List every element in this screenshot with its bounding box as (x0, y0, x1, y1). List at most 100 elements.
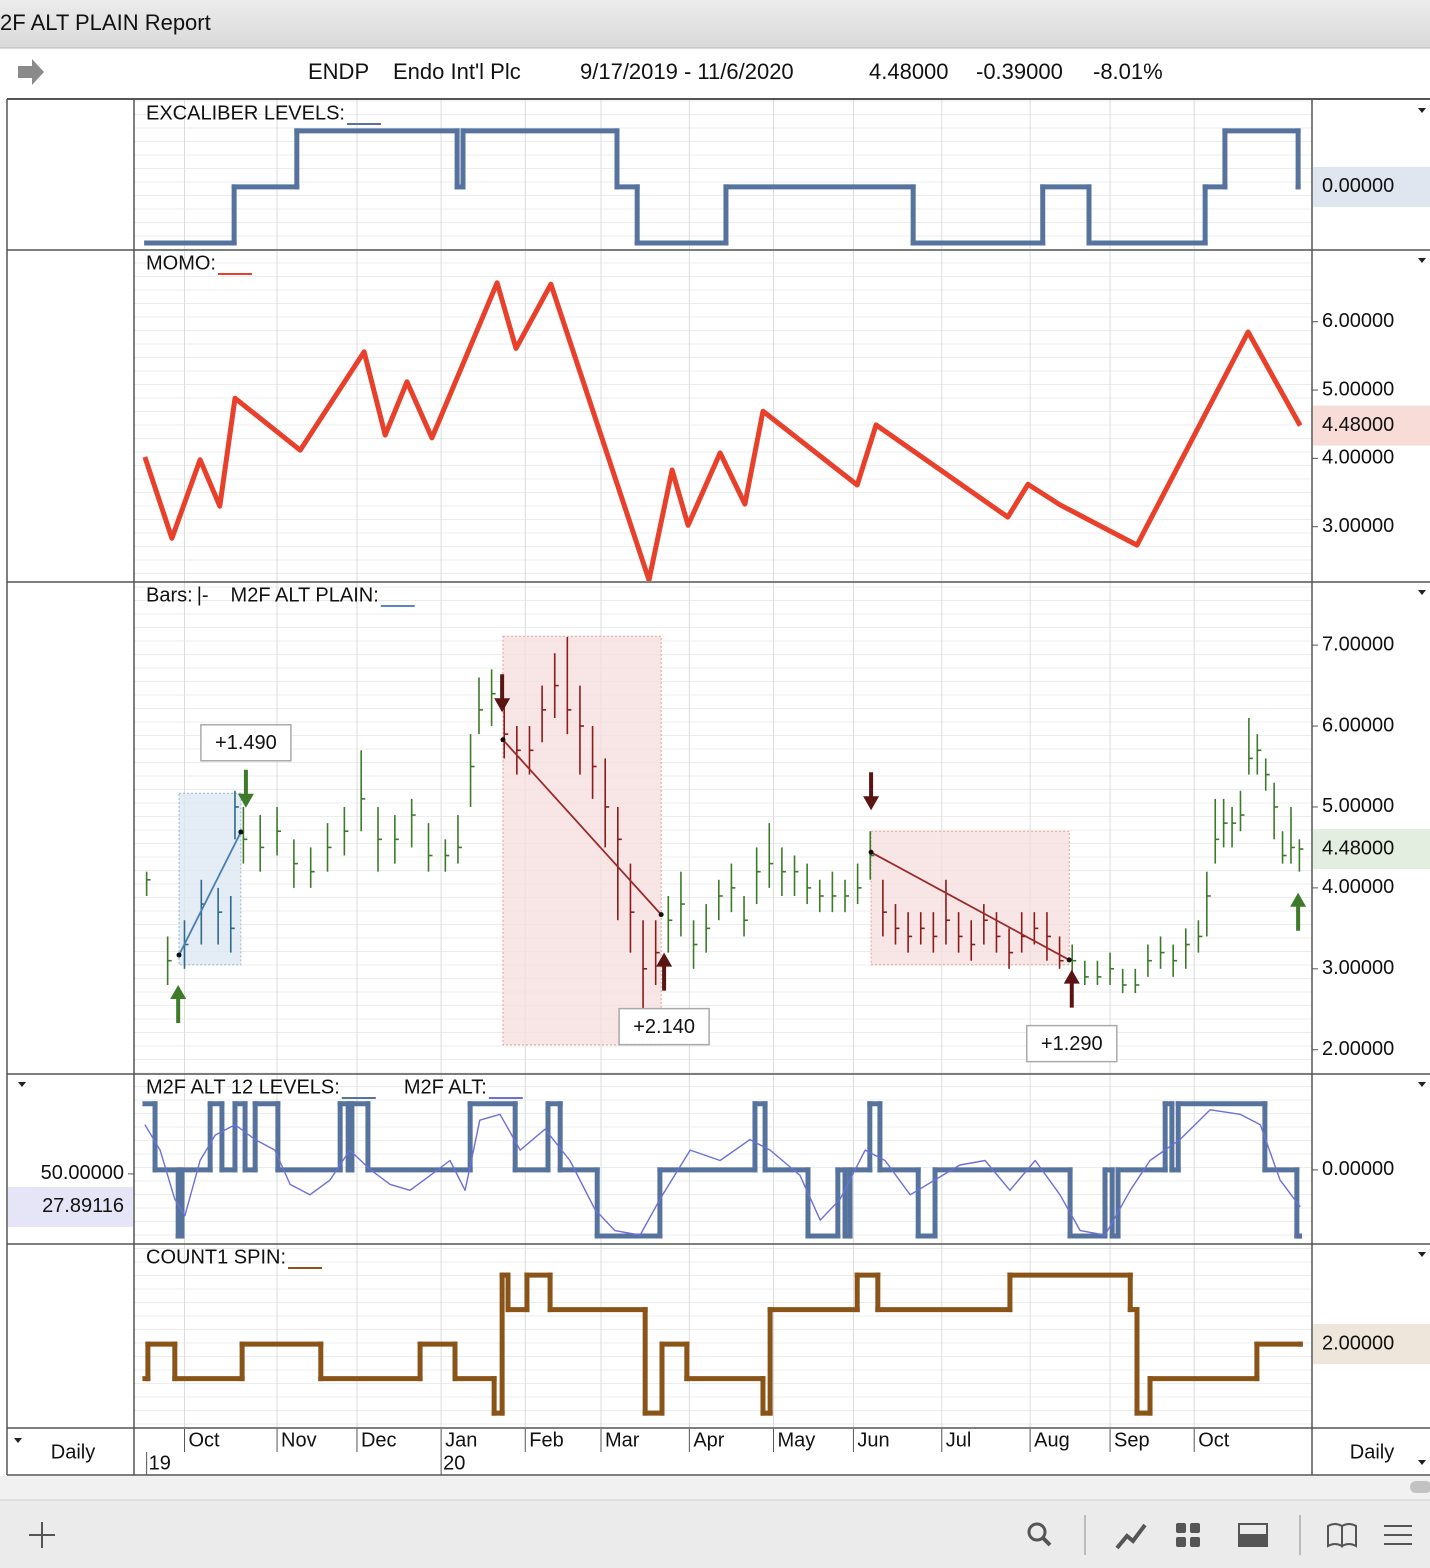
legend-symbol: |- (197, 584, 209, 606)
legend-label: EXCALIBER LEVELS: (146, 102, 345, 124)
trade-box (178, 792, 242, 966)
legend-label: MOMO: (146, 252, 216, 274)
period-left[interactable]: Daily (51, 1441, 95, 1463)
period-right[interactable]: Daily (1350, 1441, 1394, 1463)
grid-layer (183, 100, 1195, 1428)
price-change: -0.39000 (976, 59, 1063, 84)
symbol: ENDP (308, 59, 369, 84)
add-button[interactable] (29, 1522, 55, 1548)
header-row (0, 49, 1430, 98)
last-value-label: 4.48000 (1322, 837, 1394, 859)
y-tick-label: 6.00000 (1322, 714, 1394, 736)
last-value-tag (1313, 166, 1430, 207)
panel-menu[interactable] (18, 1082, 26, 1087)
window-button[interactable] (1238, 1523, 1268, 1547)
trade-label-box (200, 724, 292, 762)
y-tick-label: 3.00000 (1322, 515, 1394, 537)
layout-button[interactable] (1176, 1523, 1200, 1547)
trade-entry-dot (176, 952, 182, 958)
y-tick-label: 7.00000 (1322, 633, 1394, 655)
x-tick-label: Oct (188, 1429, 220, 1451)
year-label: 20 (443, 1452, 465, 1474)
signal-arrow (494, 674, 511, 713)
y-tick-label: 5.00000 (1322, 378, 1394, 400)
signal-arrow (656, 952, 673, 991)
percent-change: -8.01% (1093, 59, 1163, 84)
trade-label-box (1026, 1024, 1118, 1063)
trade-line (870, 851, 1070, 961)
last-price: 4.48000 (869, 59, 949, 84)
y-tick-label: 5.00000 (1322, 795, 1394, 817)
draw-button[interactable] (1115, 1523, 1147, 1550)
trade-line (178, 831, 242, 956)
title-bar (0, 0, 1430, 48)
x-tick-label: Jun (857, 1429, 889, 1451)
x-tick-label: Jul (946, 1429, 972, 1451)
last-value-label: 2.00000 (1322, 1332, 1394, 1354)
trade-label: +1.290 (1041, 1033, 1103, 1055)
trade-line (502, 739, 662, 916)
period-menu[interactable] (1418, 1460, 1426, 1465)
panel-menu[interactable] (1418, 1252, 1426, 1257)
panel-plot (145, 635, 1304, 1046)
x-tick-label: Apr (693, 1429, 724, 1451)
y-tick-label: 6.00000 (1322, 310, 1394, 332)
date-range: 9/17/2019 - 11/6/2020 (580, 59, 794, 84)
last-value-label: 4.48000 (1322, 414, 1394, 436)
panel-plot (144, 128, 1301, 246)
legend-label: COUNT1 SPIN: (146, 1246, 286, 1268)
series-line (144, 1109, 1301, 1236)
x-tick-label: Feb (529, 1429, 563, 1451)
y-tick-label: 4.00000 (1322, 447, 1394, 469)
trade-exit-dot (658, 912, 664, 918)
legend-label: M2F ALT PLAIN: (231, 584, 379, 606)
last-value-tag (1313, 1324, 1430, 1365)
panel-menu[interactable] (1418, 590, 1426, 595)
x-tick-label: Oct (1198, 1429, 1230, 1451)
y2-tick-label: 0.00000 (1322, 1158, 1394, 1180)
search-button[interactable] (1027, 1522, 1052, 1547)
panel-menus (14, 108, 1426, 1465)
panel-menu[interactable] (1418, 258, 1426, 263)
trade-entry-dot (868, 849, 874, 855)
menu-button[interactable] (1384, 1525, 1412, 1545)
period-menu[interactable] (14, 1438, 22, 1443)
y-tick-label: 4.00000 (1322, 876, 1394, 898)
x-tick-label: Dec (361, 1429, 397, 1451)
signal-arrow (1290, 892, 1307, 931)
trade-exit-dot (238, 829, 244, 835)
x-tick-label: Mar (605, 1429, 640, 1451)
legend-label: M2F ALT: (404, 1076, 487, 1098)
x-tick-label: Nov (281, 1429, 317, 1451)
x-tick-label: Jan (445, 1429, 477, 1451)
panel-menu[interactable] (1418, 108, 1426, 113)
scroll-thumb[interactable] (1410, 1481, 1430, 1493)
y-tick-label: 50.00000 (41, 1162, 124, 1184)
trade-label: +2.140 (633, 1016, 695, 1038)
signal-arrow (863, 772, 880, 811)
trade-label: +1.490 (215, 732, 277, 754)
last-value-tag (1313, 405, 1430, 446)
series-line (142, 280, 1303, 581)
trade-box (502, 635, 662, 1046)
last-value-tag (8, 1186, 133, 1227)
x-tick-label: May (777, 1429, 815, 1451)
x-tick-label: Sep (1114, 1429, 1150, 1451)
signal-arrow (1063, 969, 1080, 1008)
panel-plot (142, 1101, 1302, 1239)
go-arrow[interactable] (18, 59, 44, 85)
trade-label-box (618, 1007, 710, 1046)
last-value-label: 0.00000 (1322, 175, 1394, 197)
scroll-strip (0, 1476, 1430, 1500)
book-button[interactable] (1327, 1523, 1357, 1548)
panel-menu[interactable] (1418, 1082, 1426, 1087)
last-value-label: 27.89116 (42, 1195, 124, 1217)
panel-frame (6, 99, 1430, 1476)
window-title: 2F ALT PLAIN Report (0, 10, 211, 35)
minor-grid (134, 100, 1312, 1428)
year-label: 19 (149, 1452, 171, 1474)
y-tick-label: 2.00000 (1322, 1038, 1394, 1060)
trade-entry-dot (500, 737, 506, 743)
